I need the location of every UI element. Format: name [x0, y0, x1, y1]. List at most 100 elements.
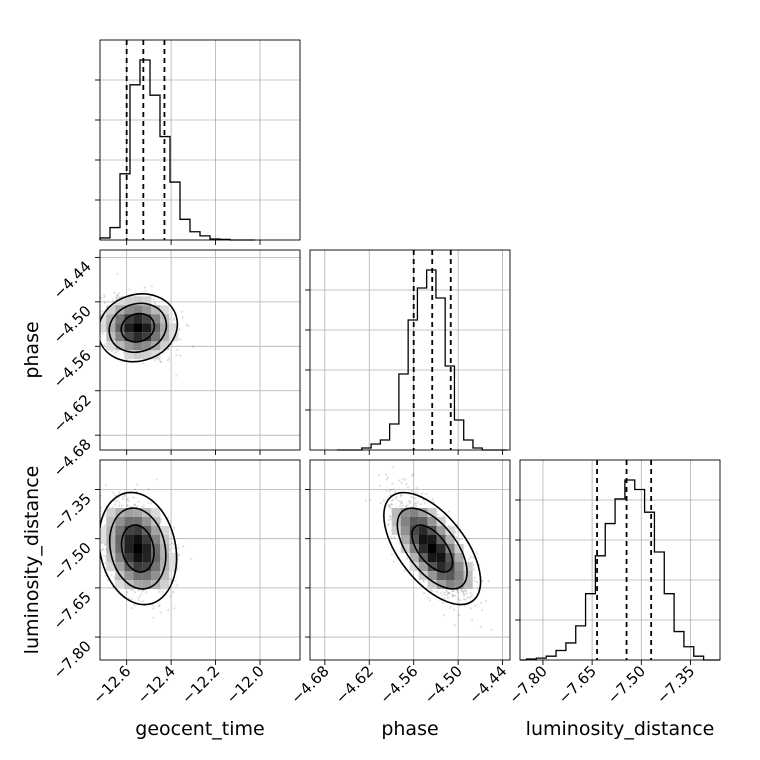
density-geocent-distance-points — [93, 478, 193, 619]
density-geocent-phase-density-cell — [106, 323, 116, 333]
density-geocent-distance-point — [173, 607, 176, 610]
density-phase-distance-point — [462, 591, 465, 594]
density-phase-distance-point — [477, 587, 480, 591]
density-geocent-phase-density-cell — [115, 296, 125, 306]
density-phase-distance-point — [469, 607, 472, 610]
density-geocent-distance-point — [172, 543, 175, 546]
density-geocent-phase-density-cell — [142, 296, 152, 306]
density-geocent-distance-point — [161, 590, 164, 594]
density-geocent-distance-point — [139, 595, 142, 598]
density-phase-distance-density-cell — [391, 526, 401, 535]
density-geocent-phase-point — [128, 288, 131, 291]
density-geocent-phase-density-cell — [142, 305, 152, 315]
density-phase-distance-point — [388, 504, 391, 507]
hist-luminosity-distance-xtick-label-3: −7.35 — [653, 662, 698, 707]
density-geocent-distance-ytick-label-1: −7.50 — [50, 539, 95, 584]
density-phase-distance-density-cell — [445, 580, 455, 589]
density-phase-distance-point — [435, 590, 438, 593]
density-phase-distance-frame — [309, 459, 511, 661]
density-phase-distance-point — [457, 597, 460, 601]
density-geocent-distance-point — [133, 503, 136, 507]
density-geocent-distance-point — [182, 545, 185, 548]
density-phase-distance-point — [405, 557, 408, 560]
density-geocent-distance-point — [141, 589, 144, 592]
density-geocent-distance-point — [172, 526, 176, 529]
density-geocent-phase-point — [176, 348, 179, 351]
density-geocent-phase-density-cell — [133, 296, 143, 306]
density-geocent-phase-point — [181, 316, 184, 319]
density-geocent-distance-density-cell — [124, 553, 134, 562]
density-geocent-distance-point — [130, 598, 133, 601]
density-geocent-phase-contour-inner — [120, 312, 156, 343]
density-geocent-distance-point — [140, 592, 143, 595]
density-geocent-phase-point — [96, 320, 98, 322]
density-geocent-phase-point — [154, 302, 157, 305]
density-phase-distance-point — [386, 476, 389, 479]
density-geocent-distance-point — [137, 500, 140, 503]
density-phase-distance-density-cell — [463, 571, 473, 580]
density-geocent-phase-density-cell — [115, 323, 125, 333]
density-phase-distance-point — [390, 500, 393, 503]
density-geocent-phase-point — [154, 359, 157, 362]
density-phase-distance-point — [472, 568, 475, 571]
density-geocent-distance-point — [118, 504, 121, 507]
density-phase-distance-density-cell — [427, 562, 437, 571]
density-geocent-phase-density-cell — [133, 314, 143, 324]
density-phase-distance-point — [472, 556, 475, 559]
density-phase-distance-point — [387, 523, 391, 526]
density-geocent-phase-point — [113, 351, 117, 354]
density-phase-distance-point — [439, 591, 442, 595]
density-geocent-distance-point — [114, 494, 117, 497]
density-geocent-phase-point — [103, 295, 106, 299]
density-geocent-phase-density-cell — [160, 305, 170, 315]
density-phase-distance-point — [416, 501, 419, 504]
density-geocent-phase-ytick-label-1: −4.50 — [50, 302, 95, 347]
density-geocent-phase-density-cell — [106, 305, 116, 315]
density-geocent-distance-ytick-label-2: −7.65 — [50, 588, 95, 633]
density-geocent-distance-density-cell — [124, 535, 134, 544]
density-geocent-distance-point — [103, 555, 106, 558]
density-geocent-phase-density-cell — [124, 341, 134, 351]
density-geocent-phase-point — [173, 317, 176, 320]
density-phase-distance-point — [425, 492, 428, 496]
density-geocent-distance-point — [93, 544, 95, 546]
density-phase-distance-point — [442, 614, 445, 617]
density-geocent-phase-density-cell — [151, 323, 161, 333]
density-phase-distance-point — [428, 599, 431, 602]
density-geocent-phase-density-cell — [151, 350, 161, 360]
density-phase-distance-density-cell — [409, 535, 419, 544]
density-geocent-distance-density-cell — [133, 562, 143, 571]
density-geocent-distance-point — [136, 483, 139, 486]
density-phase-distance-point — [443, 597, 446, 600]
density-phase-distance-point — [405, 483, 408, 486]
density-geocent-distance-density-cell — [115, 526, 125, 535]
density-geocent-distance-point — [124, 494, 127, 497]
density-phase-distance-point — [473, 579, 476, 583]
density-geocent-distance-point — [98, 512, 100, 514]
density-geocent-distance-density-cell — [124, 517, 134, 526]
density-geocent-phase-density-cell — [115, 332, 125, 342]
density-phase-distance-density-cell — [436, 553, 446, 562]
density-geocent-phase-point — [94, 327, 96, 329]
density-phase-distance-point — [422, 580, 425, 583]
density-phase-distance-point — [460, 589, 463, 593]
density-phase-distance-density-cell — [400, 508, 410, 517]
density-geocent-distance-point — [132, 496, 135, 499]
density-phase-distance-density-cell — [454, 580, 464, 589]
density-geocent-distance-point — [110, 574, 113, 577]
density-geocent-distance-density-cell — [133, 580, 143, 589]
density-phase-distance-point — [427, 596, 430, 600]
density-phase-distance-point — [421, 492, 424, 495]
y-axis-label-luminosity-distance: luminosity_distance — [21, 466, 43, 655]
density-phase-distance-point — [378, 484, 381, 487]
density-geocent-distance-density-cell — [142, 535, 152, 544]
density-phase-distance-point — [385, 489, 388, 492]
density-geocent-distance-point — [117, 496, 121, 499]
hist-geocent-time-histogram — [99, 59, 255, 241]
density-phase-distance-contour-middle — [396, 507, 468, 590]
density-geocent-phase-point — [166, 359, 170, 362]
density-phase-distance-density-cell — [436, 562, 446, 571]
density-geocent-phase-density-cell — [142, 323, 152, 333]
density-phase-distance-point — [446, 594, 449, 597]
density-geocent-distance-density-cell — [106, 553, 116, 562]
